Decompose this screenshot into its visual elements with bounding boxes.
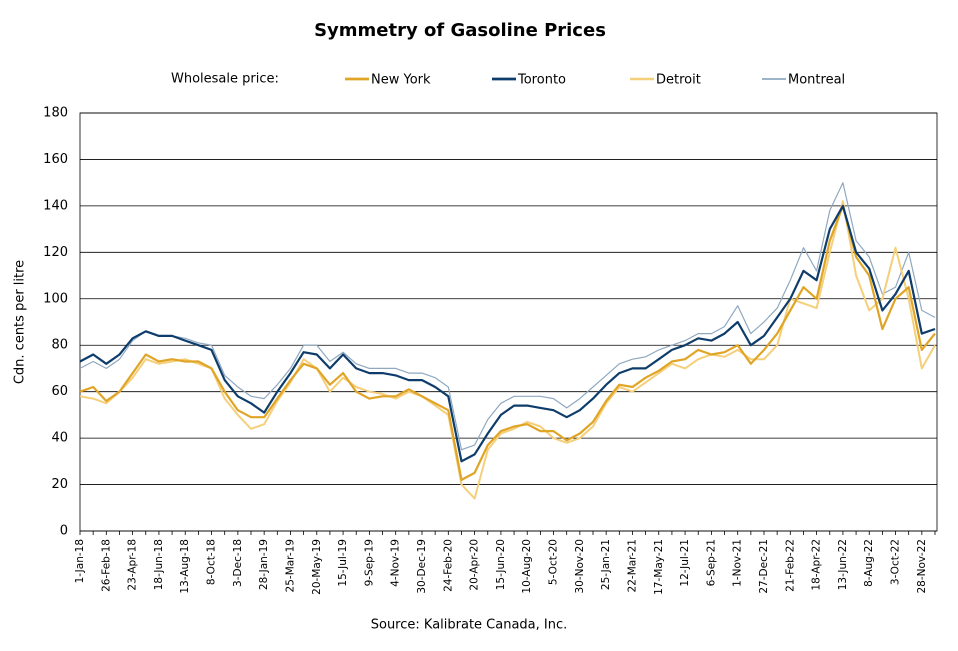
- x-tick-label: 25-Jan-21: [600, 539, 612, 590]
- x-tick-label: 20-Apr-20: [469, 539, 481, 591]
- x-tick-label: 27-Dec-21: [758, 539, 770, 594]
- y-tick-label: 140: [43, 198, 68, 213]
- x-tick-label: 15-Jun-20: [495, 539, 507, 590]
- x-tick-label: 28-Nov-22: [916, 539, 928, 594]
- y-tick-label: 60: [51, 384, 68, 399]
- y-tick-label: 40: [51, 431, 68, 446]
- y-tick-label: 20: [51, 477, 68, 492]
- source: Source: Kalibrate Canada, Inc.: [371, 618, 568, 633]
- chart-title: Symmetry of Gasoline Prices: [314, 20, 606, 41]
- x-tick-label: 10-Aug-20: [521, 539, 533, 594]
- x-tick-label: 13-Aug-18: [179, 539, 191, 594]
- x-tick-label: 9-Sep-19: [363, 539, 375, 586]
- x-tick-label: 8-Aug-22: [863, 539, 875, 587]
- x-tick-label: 12-Jul-21: [679, 539, 691, 587]
- x-tick-label: 21-Feb-22: [784, 539, 796, 592]
- legend-label: Montreal: [788, 73, 845, 88]
- y-tick-label: 100: [43, 291, 68, 306]
- x-tick-label: 5-Oct-20: [548, 539, 560, 585]
- x-tick-label: 4-Nov-19: [390, 539, 402, 587]
- x-tick-label: 1-Jan-18: [74, 539, 86, 583]
- x-tick-label: 13-Jun-22: [837, 539, 849, 590]
- series-line: [79, 204, 936, 463]
- x-tick-label: 20-May-19: [311, 539, 323, 595]
- x-tick-label: 30-Dec-19: [416, 539, 428, 594]
- x-tick-label: 28-Jan-19: [258, 539, 270, 590]
- x-tick-label: 1-Nov-21: [732, 539, 744, 587]
- y-tick-label: 80: [51, 338, 68, 353]
- y-tick-label: 0: [60, 524, 68, 539]
- x-tick-label: 30-Nov-20: [574, 539, 586, 594]
- x-tick-label: 15-Jul-19: [337, 539, 349, 587]
- x-tick-label: 26-Feb-18: [100, 539, 112, 592]
- series-line: [79, 204, 936, 481]
- x-tick-label: 25-Mar-19: [284, 539, 296, 592]
- y-tick-label: 180: [43, 106, 68, 121]
- x-tick-label: 17-May-21: [653, 539, 665, 595]
- x-tick-label: 18-Apr-22: [811, 539, 823, 591]
- legend-title: Wholesale price:: [171, 72, 279, 87]
- series-line: [79, 182, 936, 451]
- x-tick-label: 23-Apr-18: [127, 539, 139, 591]
- legend-label: Detroit: [656, 73, 701, 88]
- x-tick-label: 18-Jun-18: [153, 539, 165, 590]
- x-tick-label: 8-Oct-18: [206, 539, 218, 585]
- series-line: [79, 200, 936, 500]
- y-tick-label: 120: [43, 245, 68, 260]
- legend-label: Toronto: [517, 73, 566, 88]
- x-tick-label: 3-Oct-22: [890, 539, 902, 585]
- x-tick-label: 22-Mar-21: [626, 539, 638, 592]
- y-tick-label: 160: [43, 152, 68, 167]
- x-tick-label: 6-Sep-21: [705, 539, 717, 586]
- y-axis-label: Cdn. cents per litre: [13, 260, 28, 384]
- legend-label: New York: [371, 73, 431, 88]
- plot-frame: [79, 112, 938, 532]
- x-tick-label: 24-Feb-20: [442, 539, 454, 592]
- x-tick-label: 3-Dec-18: [232, 539, 244, 587]
